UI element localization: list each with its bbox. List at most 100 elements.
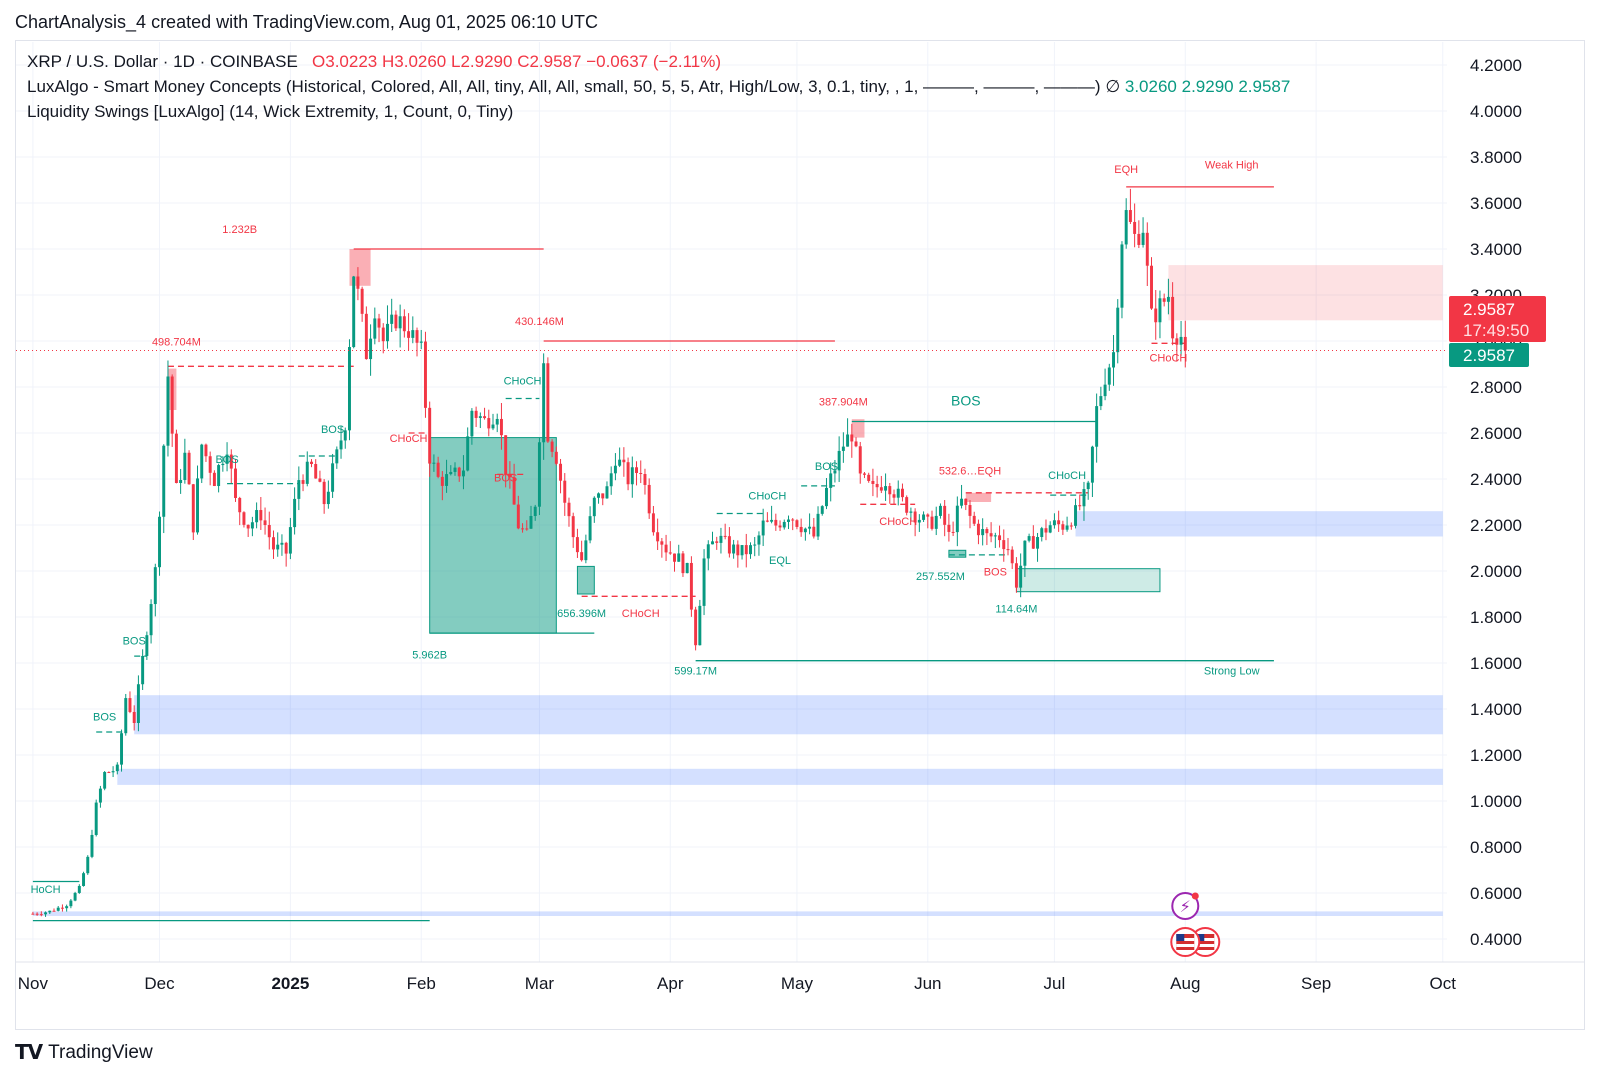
- candle-body: [651, 513, 655, 533]
- candle-body: [436, 462, 440, 477]
- candle-body: [141, 655, 145, 685]
- time-axis-tick-label: Mar: [525, 974, 555, 993]
- candle-body: [698, 605, 702, 646]
- candle-body: [681, 553, 685, 574]
- candle-body: [736, 544, 740, 556]
- structure-label: HoCH: [31, 884, 61, 896]
- candle-body: [647, 484, 651, 514]
- candle-body: [761, 520, 765, 536]
- candle-body: [322, 481, 326, 505]
- candle-body: [276, 544, 280, 550]
- smc-value-1: 3.0260: [1124, 77, 1177, 96]
- candle-body: [829, 473, 833, 488]
- candle-body: [217, 465, 221, 487]
- candle-body: [571, 516, 575, 538]
- candle-body: [98, 788, 102, 803]
- candle-body: [635, 467, 638, 474]
- candle-body: [385, 323, 389, 342]
- candle-body: [964, 498, 968, 506]
- candle-body: [854, 441, 858, 447]
- price-axis-tick-label: 2.0000: [1470, 562, 1522, 581]
- candle-body: [782, 521, 786, 528]
- structure-label: BOS: [984, 567, 1007, 579]
- candle-body: [618, 459, 622, 466]
- candle-body: [48, 910, 52, 913]
- candle-body: [588, 516, 592, 541]
- candle-body: [381, 327, 385, 342]
- candle-body: [478, 416, 482, 418]
- candle-body: [263, 520, 267, 526]
- candle-body: [339, 440, 343, 450]
- candle-body: [711, 541, 714, 545]
- candle-body: [499, 418, 503, 436]
- candle-body: [445, 474, 449, 486]
- candle-body: [1027, 536, 1031, 541]
- structure-label: 656.396M: [557, 608, 606, 620]
- candle-body: [457, 467, 461, 477]
- structure-label: 387.904M: [819, 396, 868, 408]
- flag-stripe-white: [1196, 944, 1215, 947]
- candle-body: [592, 497, 596, 517]
- us-flag-event-icon: [1170, 927, 1221, 957]
- candle-body: [867, 474, 871, 481]
- candle-body: [132, 711, 136, 723]
- order-block: [965, 492, 992, 502]
- candle-body: [60, 907, 64, 909]
- price-axis-tick-label: 1.8000: [1470, 608, 1522, 627]
- candle-body: [305, 461, 309, 484]
- candle-body: [440, 476, 444, 486]
- candle-body: [170, 376, 174, 434]
- candle-body: [837, 450, 841, 471]
- candle-body: [660, 541, 664, 545]
- candle-body: [419, 341, 423, 343]
- price-axis-tick-label: 2.2000: [1470, 516, 1522, 535]
- price-axis-tick-label: 1.4000: [1470, 700, 1522, 719]
- candle-body: [685, 562, 689, 574]
- candle-body: [314, 464, 318, 479]
- candle-body: [398, 316, 402, 329]
- candle-body: [1103, 384, 1107, 397]
- last-price-tag: [1449, 296, 1546, 342]
- candle-body: [537, 442, 541, 507]
- smc-value-2: 2.9290: [1181, 77, 1234, 96]
- candle-body: [808, 526, 812, 529]
- tradingview-logo[interactable]: 𝗧𝗩 TradingView: [15, 1040, 153, 1065]
- structure-label: BOS: [93, 712, 116, 724]
- candle-body: [65, 906, 69, 909]
- candle-body: [816, 513, 820, 537]
- candle-body: [820, 506, 824, 514]
- candle-body: [187, 452, 191, 485]
- smc-indicator-legend[interactable]: LuxAlgo - Smart Money Concepts (Historic…: [27, 77, 1290, 97]
- candle-body: [174, 433, 178, 484]
- chart-caption: ChartAnalysis_4 created with TradingView…: [15, 12, 598, 32]
- candle-body: [335, 449, 339, 464]
- candle-body: [778, 525, 782, 528]
- candle-body: [888, 486, 892, 495]
- candle-body: [183, 452, 187, 480]
- candle-body: [601, 493, 605, 499]
- candle-body: [525, 528, 529, 530]
- structure-label: CHoCH: [1149, 353, 1187, 365]
- candle-body: [1040, 528, 1044, 538]
- symbol-legend[interactable]: XRP / U.S. Dollar · 1D · COINBASE O3.022…: [27, 52, 721, 72]
- candle-body: [415, 330, 419, 343]
- liquidity-indicator-legend[interactable]: Liquidity Swings [LuxAlgo] (14, Wick Ext…: [27, 102, 513, 122]
- candle-body: [546, 363, 550, 442]
- candle-body: [960, 498, 964, 506]
- candle-body: [259, 510, 263, 521]
- candle-body: [795, 520, 799, 527]
- candle-body: [529, 515, 533, 529]
- price-axis-tick-label: 3.4000: [1470, 240, 1522, 259]
- structure-label: 599.17M: [674, 666, 717, 678]
- candle-body: [1124, 210, 1128, 245]
- candle-body: [677, 553, 681, 562]
- candle-body: [521, 528, 525, 530]
- candle-body: [1175, 338, 1179, 345]
- candle-body: [149, 604, 153, 636]
- structure-label: BOS: [321, 424, 344, 436]
- candle-body: [871, 480, 875, 484]
- tradingview-brand: TradingView: [48, 1041, 153, 1063]
- structure-label: CHoCH: [390, 433, 428, 445]
- structure-label: CHoCH: [622, 608, 660, 620]
